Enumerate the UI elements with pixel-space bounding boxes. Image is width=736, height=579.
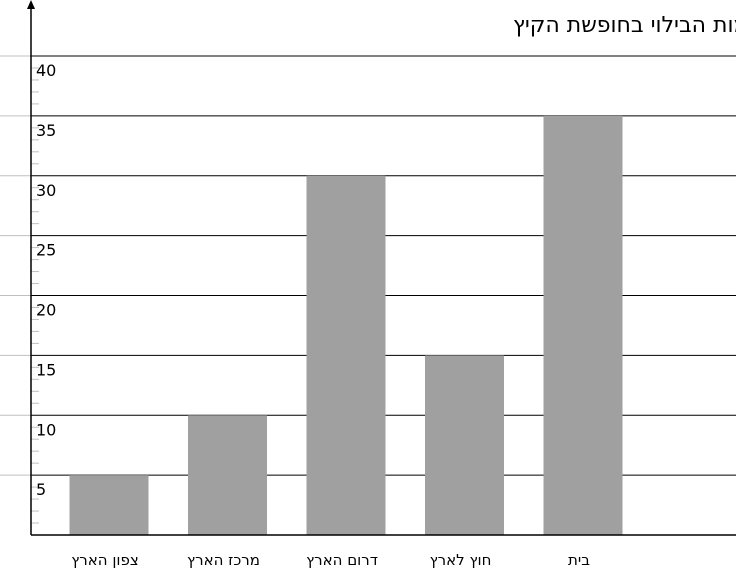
y-axis-arrow-icon [27,0,35,9]
y-tick-label: 10 [36,420,56,439]
category-label: בית [568,551,590,569]
bar-5 [543,115,623,535]
category-label: דרום הארץ [306,551,378,569]
bar-2 [188,415,267,535]
y-tick-label: 15 [36,360,56,379]
y-tick-label: 25 [36,241,56,260]
category-label: מרכז הארץ [187,551,260,569]
category-label: חוץ לארץ [430,551,492,569]
y-tick-labels: 5 10 15 20 25 30 35 40 [36,61,56,499]
bar-3 [306,175,386,535]
y-tick-label: 5 [36,480,46,499]
bars [69,115,623,535]
category-labels: צפון הארץ מרכז הארץ דרום הארץ חוץ לארץ בית [71,551,590,569]
bar-4 [425,355,504,535]
y-tick-label: 40 [36,61,56,80]
y-axis-minor-ticks [0,55,39,524]
bar-1 [69,475,149,535]
y-tick-label: 20 [36,301,56,320]
category-label: צפון הארץ [71,551,139,569]
y-tick-label: 30 [36,181,56,200]
chart-title: התפלגות מקומות הבילוי בחופשת הקיץ [513,13,736,38]
y-tick-label: 35 [36,121,56,140]
